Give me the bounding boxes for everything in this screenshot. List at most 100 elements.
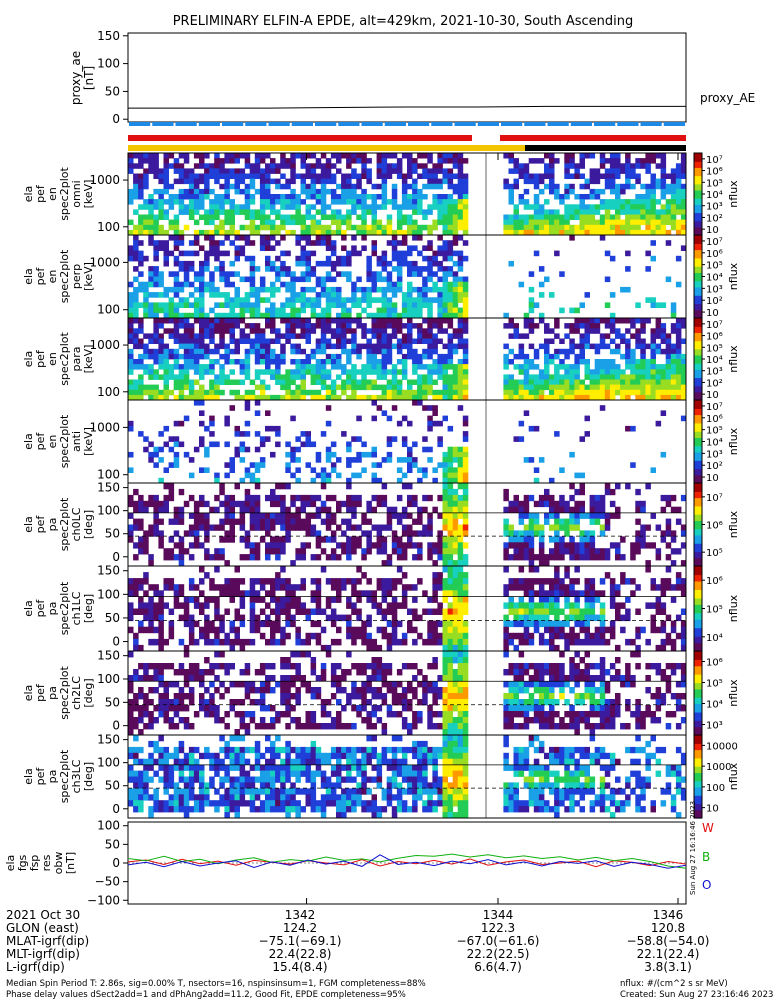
spectrogram-cell — [305, 168, 311, 174]
spectrogram-cell — [670, 178, 677, 185]
spectrogram-cell — [280, 524, 286, 531]
spectrogram-cell — [163, 312, 169, 319]
spectrogram-cell — [300, 307, 306, 314]
spectrogram-cell — [599, 235, 606, 241]
spectrogram-cell — [158, 194, 164, 200]
spectrogram-cell — [178, 512, 185, 519]
spectrogram-cell — [538, 494, 545, 502]
spectrogram-cell — [275, 183, 281, 190]
spectrogram-cell — [361, 214, 367, 220]
spectrogram-cell — [447, 312, 454, 319]
spectrogram-cell — [533, 250, 540, 257]
colorbar-cell — [694, 462, 702, 465]
spectrogram-cell — [386, 224, 393, 231]
spectrogram-cell — [300, 542, 306, 549]
spectrogram-cell — [391, 204, 398, 210]
spectrogram-cell — [589, 369, 596, 375]
spectrogram-cell — [285, 250, 291, 257]
spectrogram-cell — [447, 271, 454, 277]
spectrogram-cell — [457, 286, 464, 293]
spectrogram-cell — [183, 328, 190, 334]
spectrogram-cell — [153, 374, 159, 380]
spectrogram-cell — [143, 343, 149, 350]
spectrogram-cell — [584, 318, 590, 324]
spectrogram-cell — [508, 596, 514, 603]
panel-ylabel: elapefenspec2plotomni[keV] — [22, 167, 95, 221]
spectrogram-cell — [391, 436, 398, 442]
spectrogram-cell — [143, 204, 149, 210]
spectrogram-cell — [193, 512, 200, 519]
spectrogram-cell — [229, 297, 235, 303]
spectrogram-cell — [143, 384, 149, 391]
spectrogram-cell — [325, 374, 332, 380]
spectrogram-cell — [259, 188, 266, 195]
spectrogram-cell — [259, 219, 266, 226]
spectrogram-cell — [290, 194, 296, 200]
colorbar-cell — [694, 483, 702, 486]
spectrogram-cell — [265, 318, 271, 324]
spectrogram-cell — [503, 506, 509, 513]
spectrogram-cell — [193, 596, 200, 603]
spectrogram-cell — [320, 394, 327, 401]
spectrogram-cell — [244, 214, 251, 220]
spectrogram-cell — [188, 596, 195, 603]
spectrogram-cell — [528, 608, 535, 615]
spectrogram-cell — [148, 608, 154, 615]
spectrogram-cell — [417, 292, 423, 298]
spectrogram-cell — [503, 554, 509, 561]
spectrogram-cell — [675, 224, 682, 231]
spectrogram-cell — [457, 554, 464, 561]
spectrogram-cell — [265, 542, 271, 549]
spectrogram-cell — [523, 163, 530, 169]
spectrogram-cell — [341, 199, 347, 205]
spectrogram-cell — [224, 374, 230, 380]
spectrogram-cell — [655, 524, 662, 531]
spectrogram-cell — [528, 596, 535, 603]
spectrogram-cell — [574, 384, 580, 391]
spectrogram-cell — [518, 602, 525, 609]
spectrogram-cell — [447, 389, 454, 396]
spectrogram-cell — [452, 608, 459, 615]
spectrogram-cell — [462, 194, 469, 200]
spectrogram-cell — [219, 488, 225, 496]
spectrogram-cell — [229, 457, 235, 463]
spectrogram-cell — [239, 457, 246, 463]
spectrogram-cell — [670, 219, 677, 226]
spectrogram-cell — [665, 219, 672, 226]
spectrogram-cell — [300, 369, 306, 375]
spectrogram-cell — [655, 209, 662, 215]
spectrogram-cell — [574, 389, 580, 396]
spectrogram-cell — [376, 323, 383, 329]
spectrogram-cell — [188, 364, 195, 370]
spectrogram-cell — [508, 394, 514, 401]
spectrogram-cell — [381, 183, 388, 190]
spectrogram-cell — [199, 436, 205, 442]
spectrogram-cell — [209, 338, 215, 344]
spectrogram-cell — [183, 168, 190, 174]
spectrogram-cell — [376, 276, 383, 283]
spectrogram-cell — [447, 168, 454, 174]
spectrogram-cell — [295, 638, 301, 646]
spectrogram-cell — [341, 584, 347, 591]
colorbar-cell — [694, 320, 702, 323]
spectrogram-cell — [620, 224, 626, 231]
spectrogram-cell — [290, 292, 296, 298]
spectrogram-cell — [412, 584, 418, 591]
spectrogram-cell — [346, 369, 352, 375]
spectrogram-cell — [554, 250, 560, 257]
ylabel-line: en — [46, 435, 59, 449]
spectrogram-cell — [401, 364, 408, 370]
spectrogram-cell — [158, 318, 164, 324]
spectrogram-cell — [270, 168, 276, 174]
spectrogram-cell — [259, 441, 266, 448]
spectrogram-cell — [412, 457, 418, 463]
spectrogram-cell — [401, 441, 408, 448]
spectrogram-cell — [244, 297, 251, 303]
spectrogram-cell — [412, 204, 418, 210]
spectrogram-cell — [183, 602, 190, 609]
spectrogram-cell — [361, 219, 367, 226]
spectrogram-cell — [310, 286, 317, 293]
spectrogram-cell — [199, 271, 205, 277]
spectrogram-cell — [280, 548, 286, 555]
spectrogram-cell — [290, 323, 296, 329]
